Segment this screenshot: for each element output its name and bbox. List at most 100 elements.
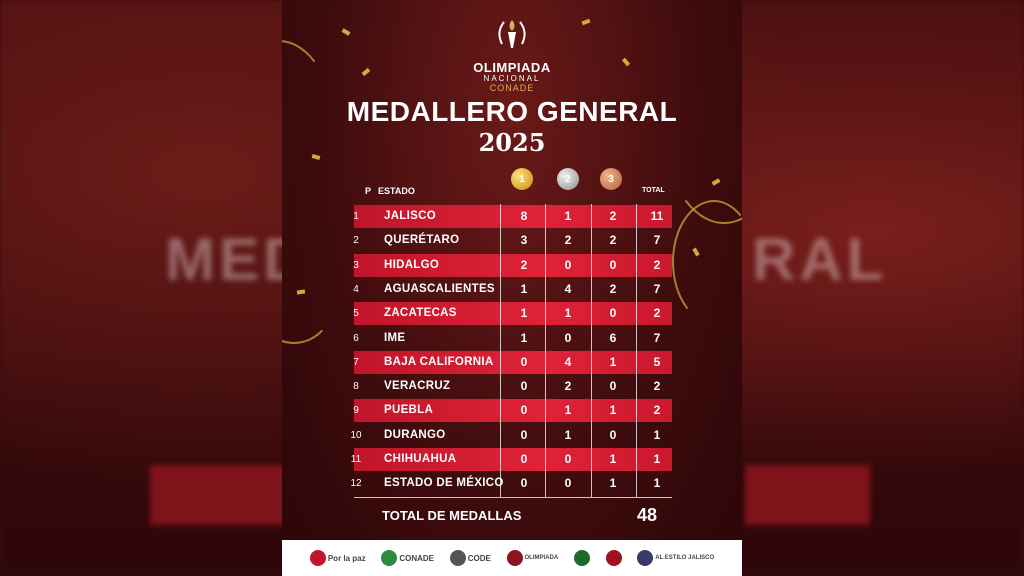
column-divider (500, 204, 501, 497)
total-count-cell: 1 (653, 476, 661, 491)
seal-icon (637, 550, 654, 566)
sponsor-name: CONADE (399, 553, 434, 563)
rank-cell: 12 (350, 478, 362, 490)
page-title: MEDALLERO GENERAL (346, 96, 678, 127)
silver-medal-icon: 2 (557, 168, 579, 190)
silver-count-cell: 1 (564, 306, 572, 321)
total-count-cell: 1 (653, 452, 661, 466)
gold-count-cell: 0 (520, 427, 528, 442)
silver-count-cell: 1 (564, 427, 572, 442)
total-count-cell: 1 (653, 427, 661, 442)
table-row: 3 HIDALGO 2 0 0 2 (353, 253, 672, 277)
gold-medal-icon: 1 (511, 168, 533, 190)
table-row: 8 VERACRUZ 0 2 0 2 (353, 375, 672, 398)
state-cell: VERACRUZ (384, 380, 451, 393)
sponsor-logo (605, 550, 622, 566)
total-medals-label: TOTAL DE MEDALLAS (382, 508, 522, 523)
sponsor-logo: CODE (449, 550, 491, 566)
column-divider (591, 204, 592, 497)
code-icon (449, 550, 466, 566)
bronze-count-cell: 6 (609, 330, 617, 345)
silver-count-cell: 1 (564, 209, 572, 223)
background-bar-left (150, 465, 290, 525)
state-cell: QUERÉTARO (384, 234, 460, 247)
table-row: 4 AGUASCALIENTES 1 4 2 7 (353, 278, 672, 301)
table-row: 11 CHIHUAHUA 0 0 1 1 (351, 448, 672, 471)
logo-line-2: NACIONAL (483, 74, 541, 83)
rank-cell: 3 (353, 259, 359, 271)
state-cell: BAJA CALIFORNIA (384, 355, 494, 368)
bronze-count-cell: 0 (609, 306, 617, 321)
bronze-count-cell: 1 (609, 476, 617, 491)
streamer-decoration (672, 200, 742, 324)
state-cell: DURANGO (384, 428, 446, 441)
year-label: 2025 (478, 128, 546, 157)
rank-cell: 7 (353, 356, 359, 368)
background-title-right: RAL (752, 226, 888, 293)
header-total: TOTAL (642, 187, 665, 194)
state-cell: HIDALGO (384, 258, 440, 271)
column-divider (545, 204, 546, 497)
total-count-cell: 7 (653, 233, 661, 248)
column-divider (636, 204, 637, 497)
sponsor-name: OLIMPIADA (524, 555, 559, 561)
rank-cell: 1 (353, 211, 359, 222)
rank-cell: 9 (353, 405, 359, 417)
gold-count-cell: 0 (520, 403, 528, 418)
silver-count-cell: 4 (564, 354, 572, 369)
bronze-count-cell: 0 (609, 427, 617, 442)
olimpiada-icon (506, 550, 523, 566)
sponsor-name: CODE (467, 553, 491, 563)
table-row: 1 JALISCO 8 1 2 11 (353, 205, 672, 228)
total-count-cell: 7 (653, 330, 661, 345)
streamer-decoration (282, 250, 336, 344)
header-position: P (365, 186, 372, 196)
total-medals-value: 48 (637, 505, 658, 525)
silver-count-cell: 2 (564, 379, 572, 394)
background-bar-right (745, 465, 870, 525)
horseshoe-icon (573, 550, 590, 566)
sponsor-logo: AL ESTILO JALISCO (637, 550, 714, 566)
bronze-count-cell: 1 (609, 452, 617, 466)
gold-count-cell: 1 (520, 281, 528, 296)
bronze-count-cell: 2 (609, 209, 617, 223)
state-cell: ESTADO DE MÉXICO (384, 477, 504, 490)
table-row: 10 DURANGO 0 1 0 1 (350, 424, 672, 447)
state-cell: AGUASCALIENTES (384, 282, 495, 295)
state-cell: ZACATECAS (384, 307, 457, 320)
olimpiada-logo: OLIMPIADA NACIONAL CONADE (282, 14, 742, 93)
gold-count-cell: 0 (520, 379, 528, 394)
silver-count-cell: 4 (564, 281, 572, 296)
total-count-cell: 2 (653, 257, 661, 272)
sponsor-logo: Por la paz (309, 550, 366, 566)
medal-table-poster: OLIMPIADA NACIONAL CONADE MEDALLERO GENE… (282, 0, 742, 576)
heart-icon (309, 550, 326, 566)
rank-cell: 10 (350, 429, 362, 441)
state-cell: IME (384, 331, 406, 344)
state-cell: CHIHUAHUA (384, 453, 457, 465)
rank-cell: 2 (353, 235, 359, 247)
silver-count-cell: 2 (564, 233, 572, 248)
gold-count-cell: 1 (520, 306, 528, 321)
total-count-cell: 2 (653, 306, 661, 321)
sponsor-logo (573, 550, 590, 566)
sponsor-logo: CONADE (381, 550, 434, 566)
table-bottom-line (354, 497, 672, 498)
gold-count-cell: 0 (520, 354, 528, 369)
bronze-count-cell: 2 (609, 233, 617, 248)
table-row: 5 ZACATECAS 1 1 0 2 (353, 302, 672, 326)
total-count-cell: 5 (653, 354, 661, 369)
total-count-cell: 2 (653, 379, 661, 394)
gold-count-cell: 0 (520, 476, 528, 491)
rank-cell: 4 (353, 283, 359, 295)
silver-count-cell: 0 (564, 330, 572, 345)
rank-cell: 6 (353, 332, 359, 344)
silver-count-cell: 1 (564, 403, 572, 418)
sponsor-name: Por la paz (327, 553, 366, 563)
table-row: 12 ESTADO DE MÉXICO 0 0 1 1 (350, 472, 672, 495)
total-count-cell: 11 (650, 209, 664, 223)
total-count-cell: 7 (653, 281, 661, 296)
bronze-count-cell: 1 (609, 403, 617, 418)
gold-count-cell: 8 (520, 209, 528, 223)
silver-count-cell: 0 (564, 257, 572, 272)
